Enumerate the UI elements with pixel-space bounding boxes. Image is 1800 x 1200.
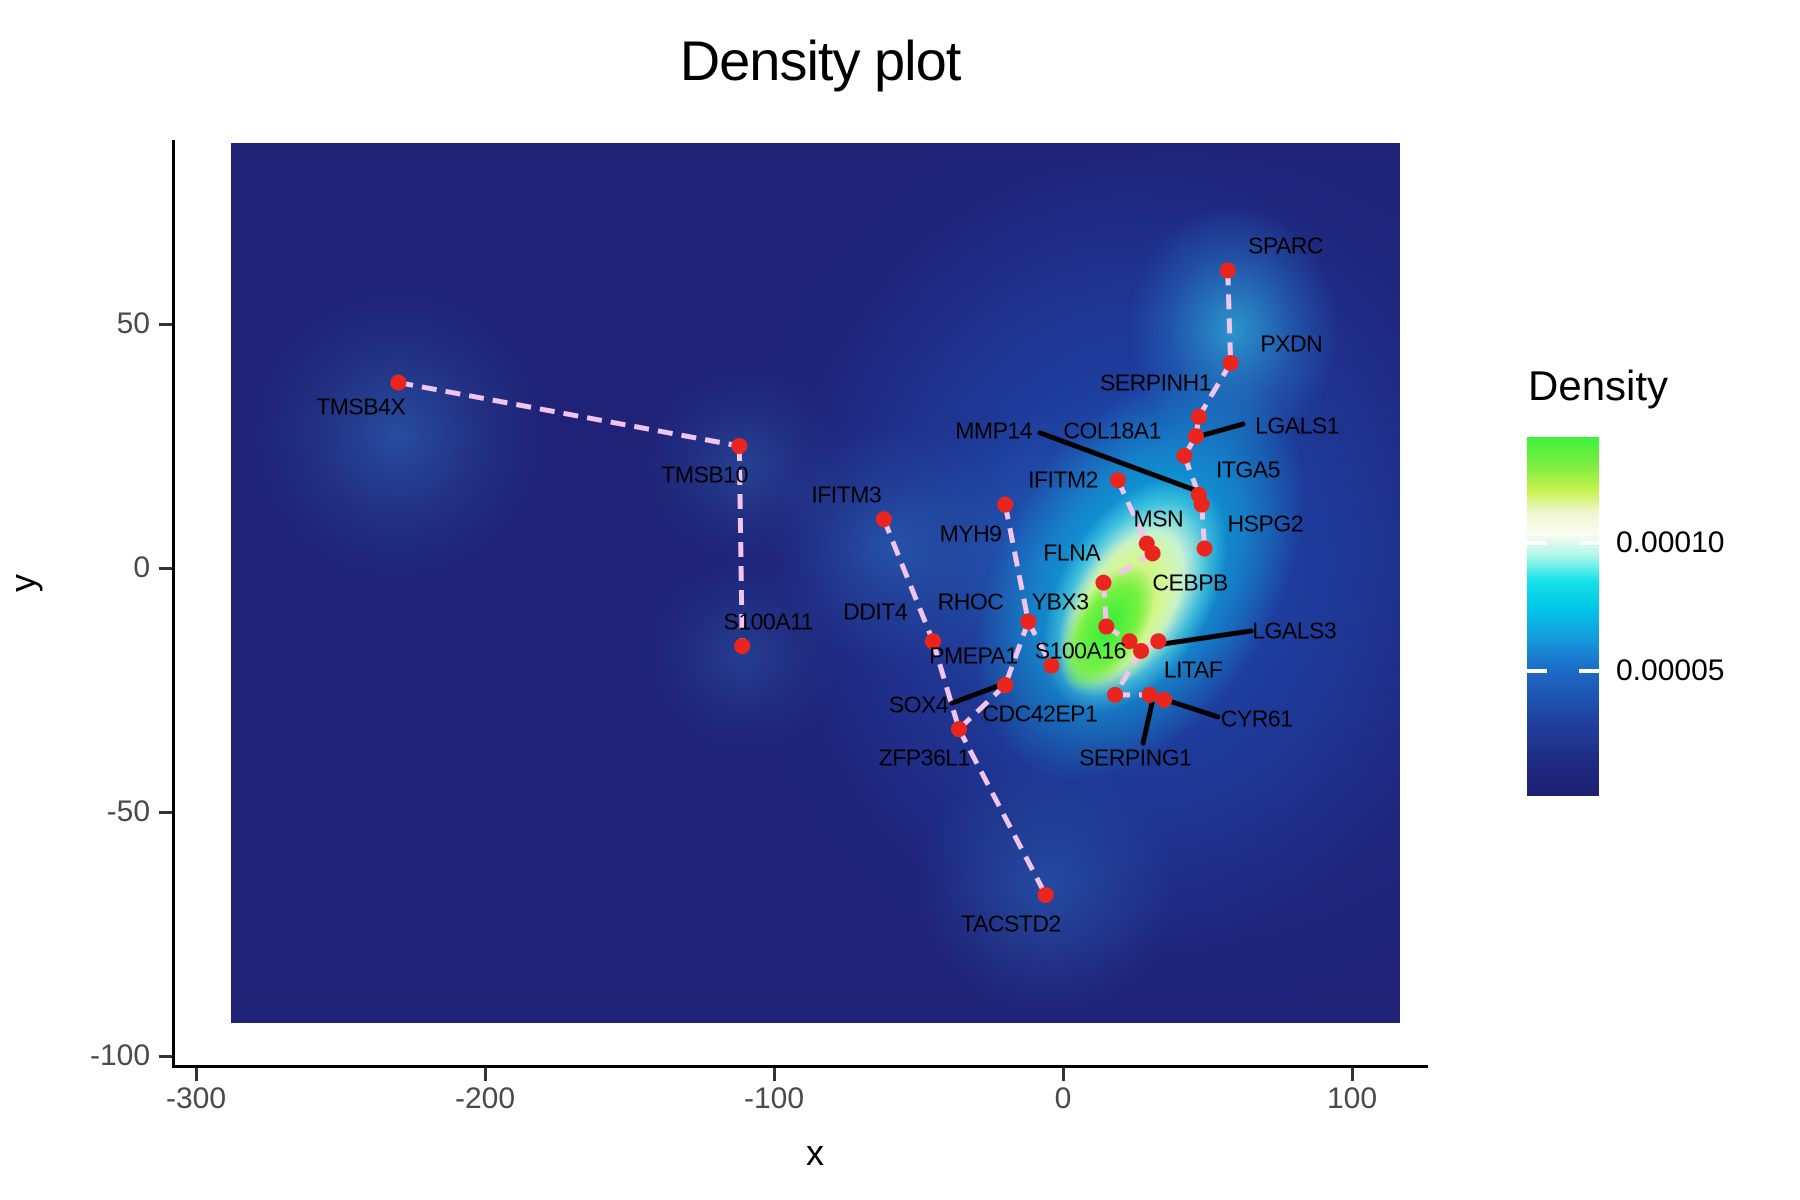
x-tick-0 <box>1061 1068 1065 1081</box>
leader-line-LGALS1 <box>1196 421 1246 439</box>
dashed-edge-SPARC-PXDN <box>1225 270 1234 364</box>
colorbar-tick-high-left <box>1527 541 1547 545</box>
y-tick-50 <box>159 322 172 326</box>
dashed-edge-MYH9-YBX3 <box>1002 504 1031 623</box>
dashed-edge-PXDN-SERPINH1 <box>1196 361 1233 418</box>
point-E2 <box>1121 633 1138 650</box>
point-TACSTD2 <box>1037 886 1054 903</box>
point-FLNA <box>1095 574 1112 591</box>
point-TMSB10 <box>731 438 748 454</box>
point-E1 <box>1098 618 1115 635</box>
x-tick-label--200: -200 <box>454 1082 516 1115</box>
dashed-edge-PMEPA1-ZFP36L1 <box>957 683 1007 731</box>
leader-line-LGALS3 <box>1159 628 1254 647</box>
x-axis-title: x <box>806 1132 824 1173</box>
point-IFITM2 <box>1109 472 1126 489</box>
legend-title: Density <box>1528 362 1669 409</box>
point-PXDN <box>1222 355 1239 372</box>
colorbar-tick-low-right <box>1579 669 1599 673</box>
leader-line-CYR61 <box>1167 698 1221 720</box>
dashed-edge-IFITM2-MSN <box>1115 479 1150 545</box>
plot-title: Density plot <box>679 29 962 92</box>
y-tick--100 <box>159 1054 172 1058</box>
y-tick-label-50: 50 <box>116 307 150 340</box>
point-COL18A1 <box>1193 496 1210 513</box>
y-axis-line <box>172 140 175 1068</box>
point-MYH9 <box>997 496 1014 513</box>
point-SERPING1 <box>1141 686 1158 703</box>
x-tick-label-0: 0 <box>1054 1082 1072 1115</box>
plot-panel <box>231 143 1400 1023</box>
dashed-edge-IFITM3-DDIT4 <box>881 518 936 643</box>
x-tick--200 <box>483 1068 487 1081</box>
leader-line-SERPING1 <box>1140 700 1155 746</box>
point-CYR61 <box>1156 691 1173 708</box>
legend-colorbar <box>1527 437 1599 796</box>
y-tick-0 <box>159 566 172 570</box>
y-tick-label-0: 0 <box>133 551 150 584</box>
x-tick-label--100: -100 <box>743 1082 805 1115</box>
dashed-edge-CEBPB-FLNA <box>1102 551 1154 585</box>
y-tick-label--50: -50 <box>106 795 150 828</box>
colorbar-tick-high-right <box>1579 541 1599 545</box>
point-LGALS1 <box>1187 428 1204 445</box>
dashed-edge-DDIT4-ZFP36L1 <box>930 640 962 730</box>
x-axis-line <box>172 1065 1428 1068</box>
point-S100A11 <box>734 638 751 655</box>
y-tick-label--100: -100 <box>89 1039 150 1072</box>
point-RHOC <box>924 633 941 650</box>
dashed-edge-ZFP36L1-TACSTD2 <box>956 727 1048 897</box>
leader-line-SOX4 <box>949 681 1006 706</box>
x-tick-label--300: -300 <box>165 1082 227 1115</box>
plot-overlay <box>390 262 1254 903</box>
y-axis-title: y <box>2 574 43 592</box>
x-tick--100 <box>772 1068 776 1081</box>
point-S100A16 <box>1043 657 1060 674</box>
colorbar-tick-low-left <box>1527 669 1547 673</box>
point-ITGA5 <box>1176 447 1193 464</box>
x-tick-label-100: 100 <box>1326 1082 1378 1115</box>
point-IFITM3 <box>875 511 892 528</box>
point-LITAF <box>1133 642 1150 659</box>
point-LGALS3 <box>1150 633 1167 650</box>
point-CEBPB <box>1144 545 1161 562</box>
density-blob-tmsb4x <box>248 285 548 585</box>
x-tick--300 <box>194 1068 198 1081</box>
legend-value-low: 0.00005 <box>1616 654 1725 687</box>
point-HSPG2 <box>1196 540 1213 557</box>
density-blob-s100a11 <box>642 555 842 755</box>
legend-value-high: 0.00010 <box>1616 526 1725 559</box>
point-TMSB4X <box>390 374 407 391</box>
dashed-edge-TMSB4X-TMSB10 <box>397 380 740 449</box>
point-SPARC <box>1219 262 1236 279</box>
point-CDC42EP1 <box>997 677 1014 694</box>
dashed-edge-LITAF-E3 <box>1112 649 1144 697</box>
point-YBX3 <box>1020 613 1037 630</box>
x-tick-100 <box>1350 1068 1354 1081</box>
leader-line-MMP14 <box>1037 430 1200 494</box>
y-tick--50 <box>159 810 172 814</box>
point-SERPINH1 <box>1190 408 1207 425</box>
dashed-edge-YBX3-S100A16 <box>1026 620 1054 667</box>
dashed-edge-YBX3-PMEPA1 <box>1002 620 1031 686</box>
dashed-edge-TMSB10-S100A11 <box>736 445 745 647</box>
point-ZFP36L1 <box>950 721 967 738</box>
point-E3 <box>1107 686 1124 703</box>
